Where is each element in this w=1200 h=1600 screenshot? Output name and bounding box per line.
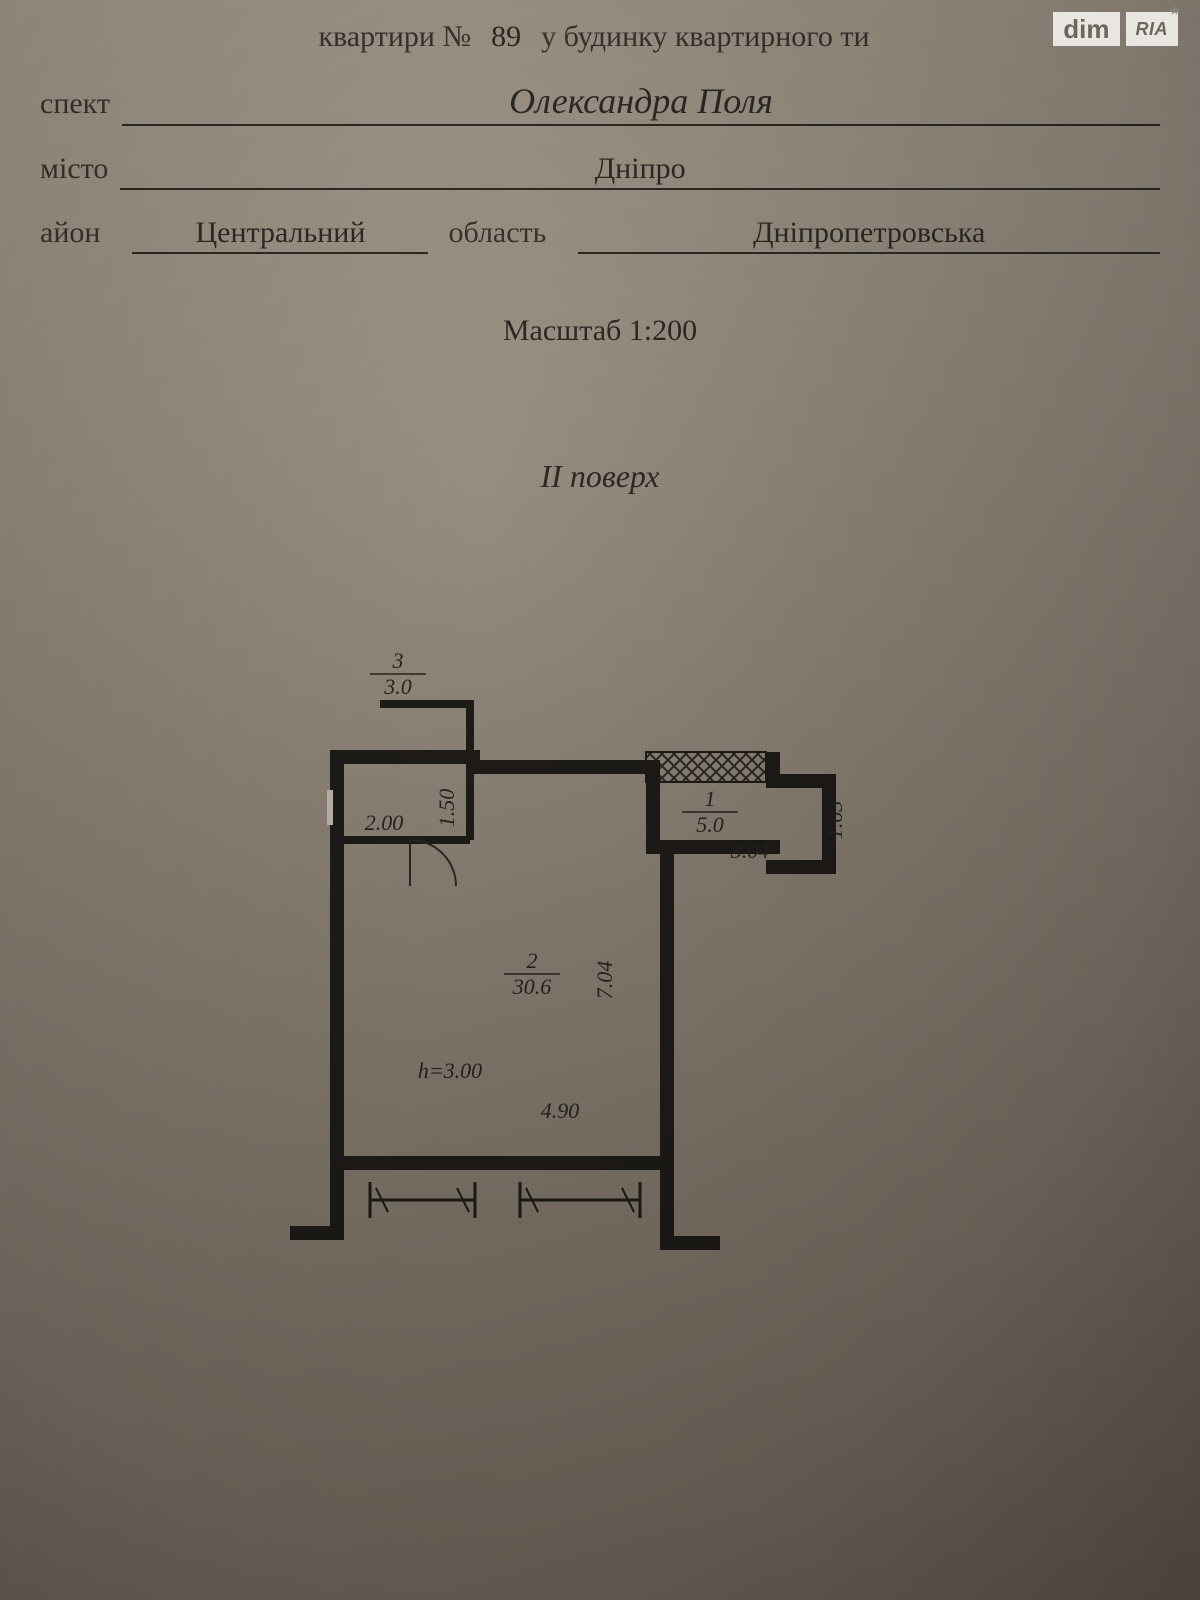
svg-text:2.00: 2.00 bbox=[365, 810, 404, 835]
svg-text:1.63: 1.63 bbox=[822, 801, 847, 840]
svg-text:3: 3 bbox=[392, 648, 404, 673]
city-value: Дніпро bbox=[120, 152, 1160, 190]
oblast-label: область bbox=[448, 216, 546, 250]
svg-text:7.04: 7.04 bbox=[592, 961, 617, 1000]
city-line: місто Дніпро bbox=[40, 152, 1160, 190]
svg-text:4.90: 4.90 bbox=[541, 1098, 580, 1123]
oblast-value: Дніпропетровська bbox=[578, 216, 1160, 254]
svg-text:5.0: 5.0 bbox=[696, 812, 724, 837]
svg-text:3.0: 3.0 bbox=[383, 674, 412, 699]
svg-text:1.50: 1.50 bbox=[434, 789, 459, 828]
document-page: dim RIA квартири № 89 у будинку квартирн… bbox=[0, 0, 1200, 1600]
svg-text:h=3.00: h=3.00 bbox=[418, 1058, 482, 1083]
city-label: місто bbox=[40, 152, 108, 186]
floor-text: II поверх bbox=[40, 458, 1160, 495]
title-line: квартири № 89 у будинку квартирного ти bbox=[40, 20, 1160, 54]
district-value: Центральний bbox=[132, 216, 428, 254]
district-label: айон bbox=[40, 216, 100, 250]
street-line: спект Олександра Поля bbox=[40, 80, 1160, 126]
svg-text:1: 1 bbox=[705, 786, 716, 811]
svg-text:3.04: 3.04 bbox=[730, 838, 770, 863]
floorplan: 33.0 15.0 230.6 2.00 1.50 3.04 1.63 7.04 4.90 h=3… bbox=[260, 640, 940, 1360]
watermark-brand: dim bbox=[1053, 12, 1119, 46]
watermark: dim RIA bbox=[1053, 12, 1178, 46]
street-label: спект bbox=[40, 87, 110, 121]
district-oblast-line: айон Центральний область Дніпропетровськ… bbox=[40, 216, 1160, 254]
street-value: Олександра Поля bbox=[122, 80, 1160, 126]
svg-text:30.6: 30.6 bbox=[512, 974, 552, 999]
document-header: квартири № 89 у будинку квартирного ти с… bbox=[0, 0, 1200, 495]
title-prefix: квартири № bbox=[318, 20, 471, 54]
watermark-sub: RIA bbox=[1126, 12, 1179, 46]
scale-text: Масштаб 1:200 bbox=[40, 314, 1160, 348]
title-suffix: у будинку квартирного ти bbox=[541, 20, 869, 54]
apartment-number: 89 bbox=[491, 20, 521, 54]
svg-text:2: 2 bbox=[527, 948, 538, 973]
